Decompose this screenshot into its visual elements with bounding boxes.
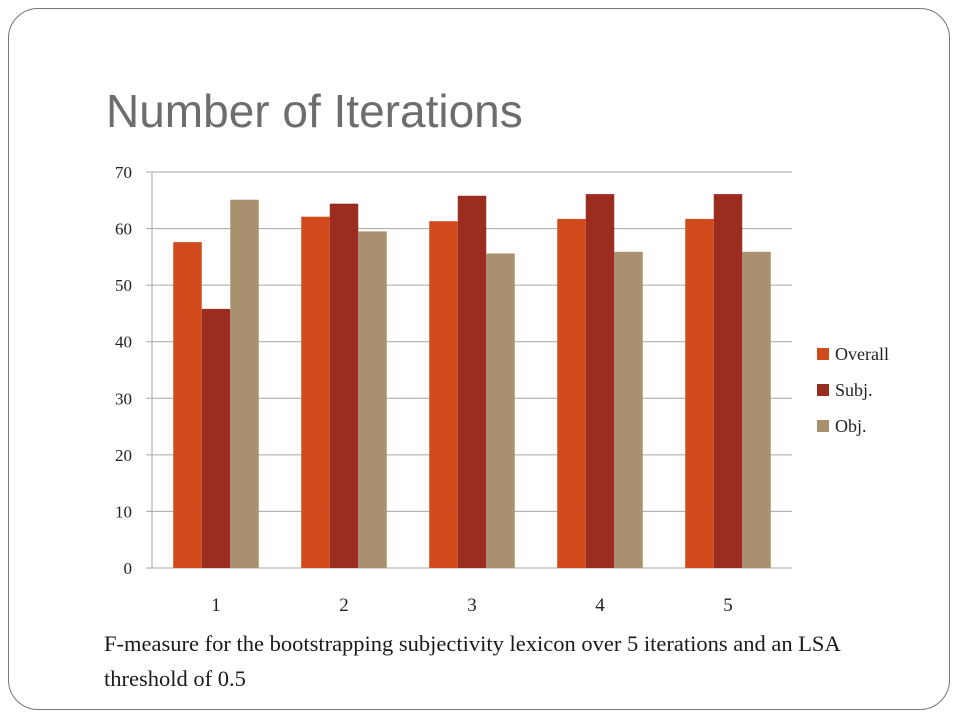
bars xyxy=(173,194,771,569)
bar xyxy=(329,203,359,568)
y-tick-label: 40 xyxy=(115,333,132,352)
bar xyxy=(457,195,487,568)
y-tick-label: 10 xyxy=(115,502,132,521)
bar xyxy=(429,221,458,568)
y-tick-label: 0 xyxy=(124,559,133,578)
legend-swatch xyxy=(817,420,829,432)
y-axis-ticks: 0 10 20 30 40 50 60 70 xyxy=(115,163,132,578)
y-tick-label: 20 xyxy=(115,446,132,465)
y-tick-label: 70 xyxy=(115,163,132,182)
legend-label: Subj. xyxy=(835,380,873,400)
bar xyxy=(230,199,259,568)
x-tick-label: 5 xyxy=(723,595,733,616)
legend-swatch xyxy=(817,348,829,360)
slide-caption: F-measure for the bootstrapping subjecti… xyxy=(104,631,840,691)
slide-title: Number of Iterations xyxy=(106,85,523,137)
bar xyxy=(585,194,615,568)
bar xyxy=(557,218,586,568)
bar xyxy=(486,253,515,568)
legend-swatch xyxy=(817,384,829,396)
bar xyxy=(173,242,202,569)
bar xyxy=(614,251,643,568)
x-tick-label: 1 xyxy=(211,595,221,616)
bar xyxy=(742,251,771,568)
x-tick-label: 4 xyxy=(595,595,605,616)
bar xyxy=(713,194,743,568)
legend-label: Overall xyxy=(835,344,889,364)
x-axis-ticks: 1 2 3 4 5 xyxy=(211,595,733,616)
bar xyxy=(301,216,330,569)
y-tick-label: 30 xyxy=(115,389,132,408)
bar xyxy=(358,231,387,568)
x-tick-label: 2 xyxy=(339,595,349,616)
bar xyxy=(685,218,714,568)
bar xyxy=(201,308,231,568)
legend: Overall Subj. Obj. xyxy=(817,344,889,436)
y-tick-label: 50 xyxy=(115,276,132,295)
legend-label: Obj. xyxy=(835,416,867,436)
y-tick-label: 60 xyxy=(115,220,132,239)
x-tick-label: 3 xyxy=(467,595,477,616)
